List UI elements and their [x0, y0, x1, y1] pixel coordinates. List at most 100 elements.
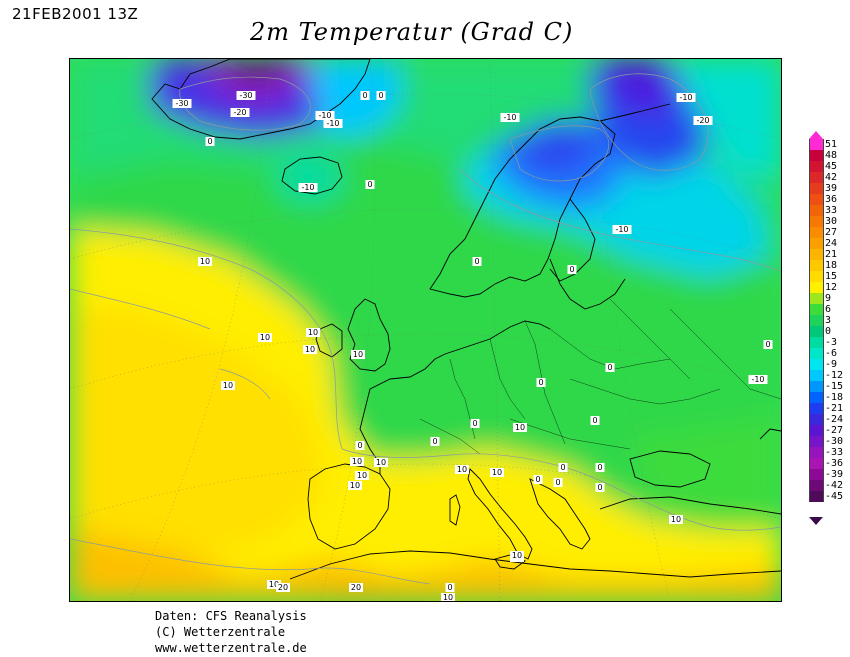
legend-label: 45 — [825, 161, 838, 172]
contour-label: 10 — [515, 423, 525, 432]
contour-label-bg — [306, 328, 320, 337]
footer-website: www.wetterzentrale.de — [155, 641, 307, 655]
legend-label: -24 — [825, 414, 844, 425]
legend-label: -39 — [825, 469, 844, 480]
legend-label: -12 — [825, 370, 844, 381]
temperature-field — [70, 59, 781, 601]
contour-label-bg — [470, 419, 480, 428]
legend-swatch — [810, 370, 823, 381]
contour-label: 0 — [447, 583, 452, 592]
contour-label-bg — [205, 137, 215, 146]
contour-label-bg — [430, 437, 440, 446]
legend-label: -21 — [825, 403, 844, 414]
contour-label: 0 — [765, 340, 770, 349]
legend-swatch — [810, 458, 823, 469]
contour-label-bg — [748, 375, 768, 384]
contour-label: -20 — [233, 108, 246, 117]
legend-label: -33 — [825, 447, 844, 458]
contour-label-bg — [763, 340, 773, 349]
legend-arrow-up-icon — [809, 131, 823, 139]
contour-label: 0 — [357, 441, 362, 450]
legend-swatch — [810, 337, 823, 348]
contour-label: 10 — [352, 457, 362, 466]
contour-label: -10 — [751, 375, 764, 384]
contour-label: -20 — [696, 116, 709, 125]
contour-label: -10 — [301, 183, 314, 192]
contour-label-bg — [693, 116, 713, 125]
contour-label: 0 — [607, 363, 612, 372]
legend-label: -6 — [825, 348, 838, 359]
contour-label-bg — [612, 225, 632, 234]
legend-swatch — [810, 414, 823, 425]
contour-label-bg — [315, 111, 335, 120]
date-stamp: 21FEB2001 13Z — [12, 5, 139, 23]
legend-swatch — [810, 260, 823, 271]
contour-label-bg — [490, 468, 504, 477]
legend-label: -30 — [825, 436, 844, 447]
legend-label: 0 — [825, 326, 832, 337]
contour-label: 10 — [260, 333, 270, 342]
contour-label: 0 — [474, 257, 479, 266]
contour-labels: -30-30-20-10-10000-10-20-100-100-1010001… — [172, 91, 773, 601]
contour-label-bg — [374, 458, 388, 467]
contour-label: 10 — [308, 328, 318, 337]
contour-label: 10 — [376, 458, 386, 467]
contour-label: 20 — [351, 583, 361, 592]
legend-arrow-down-icon — [809, 517, 823, 525]
contour-label-bg — [258, 333, 272, 342]
legend-swatch — [810, 326, 823, 337]
contour-label: 10 — [443, 593, 453, 601]
legend-label: 12 — [825, 282, 838, 293]
contour-label: 0 — [592, 416, 597, 425]
contour-label: 10 — [350, 481, 360, 490]
contour-label-bg — [230, 108, 250, 117]
footer-credits: Daten: CFS Reanalysis (C) Wetterzentrale… — [155, 608, 307, 656]
legend-label: 39 — [825, 183, 838, 194]
legend-swatch — [810, 293, 823, 304]
legend-swatch — [810, 205, 823, 216]
contour-label: 0 — [597, 483, 602, 492]
legend-label: 48 — [825, 150, 838, 161]
contour-label-bg — [376, 91, 386, 100]
footer-data-source: Daten: CFS Reanalysis — [155, 609, 307, 623]
chart-title: 2m Temperatur (Grad C) — [250, 18, 574, 46]
contour-label-bg — [198, 257, 212, 266]
contour-label-bg — [276, 583, 290, 592]
legend-swatch — [810, 469, 823, 480]
contour-label-bg — [595, 483, 605, 492]
legend-swatch — [810, 216, 823, 227]
legend-label: -15 — [825, 381, 844, 392]
contour-label-bg — [455, 465, 469, 474]
legend-swatch — [810, 238, 823, 249]
legend-swatch — [810, 172, 823, 183]
legend-label: -42 — [825, 480, 844, 491]
contour-label-bg — [567, 265, 577, 274]
legend-label: 27 — [825, 227, 838, 238]
legend-label: 42 — [825, 172, 838, 183]
legend-swatch — [810, 139, 823, 150]
contour-label: 0 — [472, 419, 477, 428]
legend-swatch — [810, 304, 823, 315]
legend-label: 15 — [825, 271, 838, 282]
legend-swatch — [810, 348, 823, 359]
contour-label: 10 — [357, 471, 367, 480]
contour-label: -30 — [239, 91, 252, 100]
contour-label: -10 — [326, 119, 339, 128]
contour-label-bg — [303, 345, 317, 354]
legend-swatch — [810, 150, 823, 161]
contour-label-bg — [172, 99, 192, 108]
legend-labels: 51 48 45 42 39 36 33 30 27 24 21 18 15 12 9 6 3 0 -3 -6 -9 -1… — [825, 139, 843, 502]
contour-label: 0 — [569, 265, 574, 274]
contour-label-bg — [513, 423, 527, 432]
contour-label: -10 — [318, 111, 331, 120]
contour-label: -10 — [615, 225, 628, 234]
legend-label: 18 — [825, 260, 838, 271]
legend-label: 30 — [825, 216, 838, 227]
contour-label: 10 — [269, 580, 279, 589]
contour-label-bg — [595, 463, 605, 472]
contour-label: 0 — [597, 463, 602, 472]
legend-swatch — [810, 249, 823, 260]
legend-label: -18 — [825, 392, 844, 403]
legend-swatch — [810, 381, 823, 392]
temperature-map: -30-30-20-10-10000-10-20-100-100-1010001… — [69, 58, 782, 602]
